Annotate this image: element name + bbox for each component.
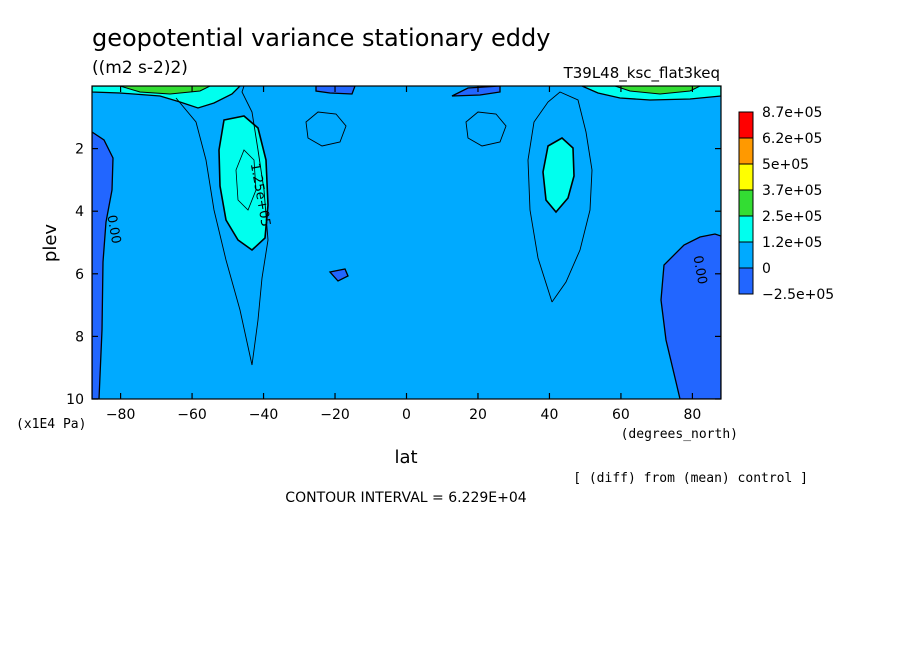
chart-title: geopotential variance stationary eddy [92,24,550,52]
colorbar-label: 0 [762,261,771,277]
chart-units: ((m2 s-2)2) [92,58,188,78]
contour-line-north [527,91,593,303]
contour-line-inner-south [235,149,257,211]
x-tick-label: 0 [402,407,411,423]
x-tick-label: 40 [541,407,559,423]
colorbar-swatch [738,163,754,191]
colorbar-swatch [738,215,754,243]
x-tick-label: 80 [683,407,701,423]
cyan-region-south [218,115,269,252]
negative-region-top-right [451,86,501,97]
contour-label: 0.00 [103,214,123,245]
colorbar-label: 8.7e+05 [762,105,822,121]
contour-interval: CONTOUR INTERVAL = 6.229E+04 [285,490,526,506]
x-tick-label: −40 [249,407,279,423]
colorbar-swatch [738,267,754,295]
experiment-label: T39L48_ksc_flat3keq [563,64,720,83]
colorbar-swatch [738,189,754,217]
cyan-region-top-left [92,86,241,109]
contour-line-loop-left [305,111,347,147]
colorbar: 8.7e+05 6.2e+05 5e+05 3.7e+05 2.5e+05 1.2e+05… [738,105,834,303]
colorbar-swatch [738,111,754,139]
plot-area: 0.001.25e+050.00 −80 −60 −40 −20 0 20 40 60 80 2… [66,85,722,423]
y-axis-units: (x1E4 Pa) [16,417,86,432]
colorbar-label: 5e+05 [762,157,809,173]
green-strip-left [119,86,211,95]
colorbar-swatch [738,137,754,165]
x-tick-label: 60 [612,407,630,423]
green-strip-right [614,86,701,95]
y-tick-label: 2 [75,142,84,158]
y-tick-label: 6 [75,267,84,283]
colorbar-label: 3.7e+05 [762,183,822,199]
negative-region-northpole [660,233,721,399]
y-tick-label: 8 [75,329,84,345]
x-tick-label: −20 [320,407,350,423]
colorbar-swatch [738,241,754,269]
diff-note: [ (diff) from (mean) control ] [573,471,808,486]
x-tick-label: −80 [106,407,136,423]
negative-region-small [328,268,349,282]
colorbar-label: 6.2e+05 [762,131,822,147]
contour-line-south [175,86,269,366]
contour-line-loop-right [465,111,507,147]
negative-region-southpole [92,131,114,399]
x-tick-label: 20 [469,407,487,423]
x-axis-units: (degrees_north) [621,427,738,442]
x-tick-label: −60 [177,407,207,423]
colorbar-label: 1.2e+05 [762,235,822,251]
colorbar-label: −2.5e+05 [762,287,834,303]
cyan-region-north [542,137,575,214]
y-axis-label: plev [40,224,61,263]
y-tick-label: 10 [66,392,84,408]
colorbar-label: 2.5e+05 [762,209,822,225]
x-axis-label: lat [394,447,417,468]
y-tick-label: 4 [75,204,84,220]
contour-label: 0.00 [690,255,710,286]
field-background [92,86,721,399]
